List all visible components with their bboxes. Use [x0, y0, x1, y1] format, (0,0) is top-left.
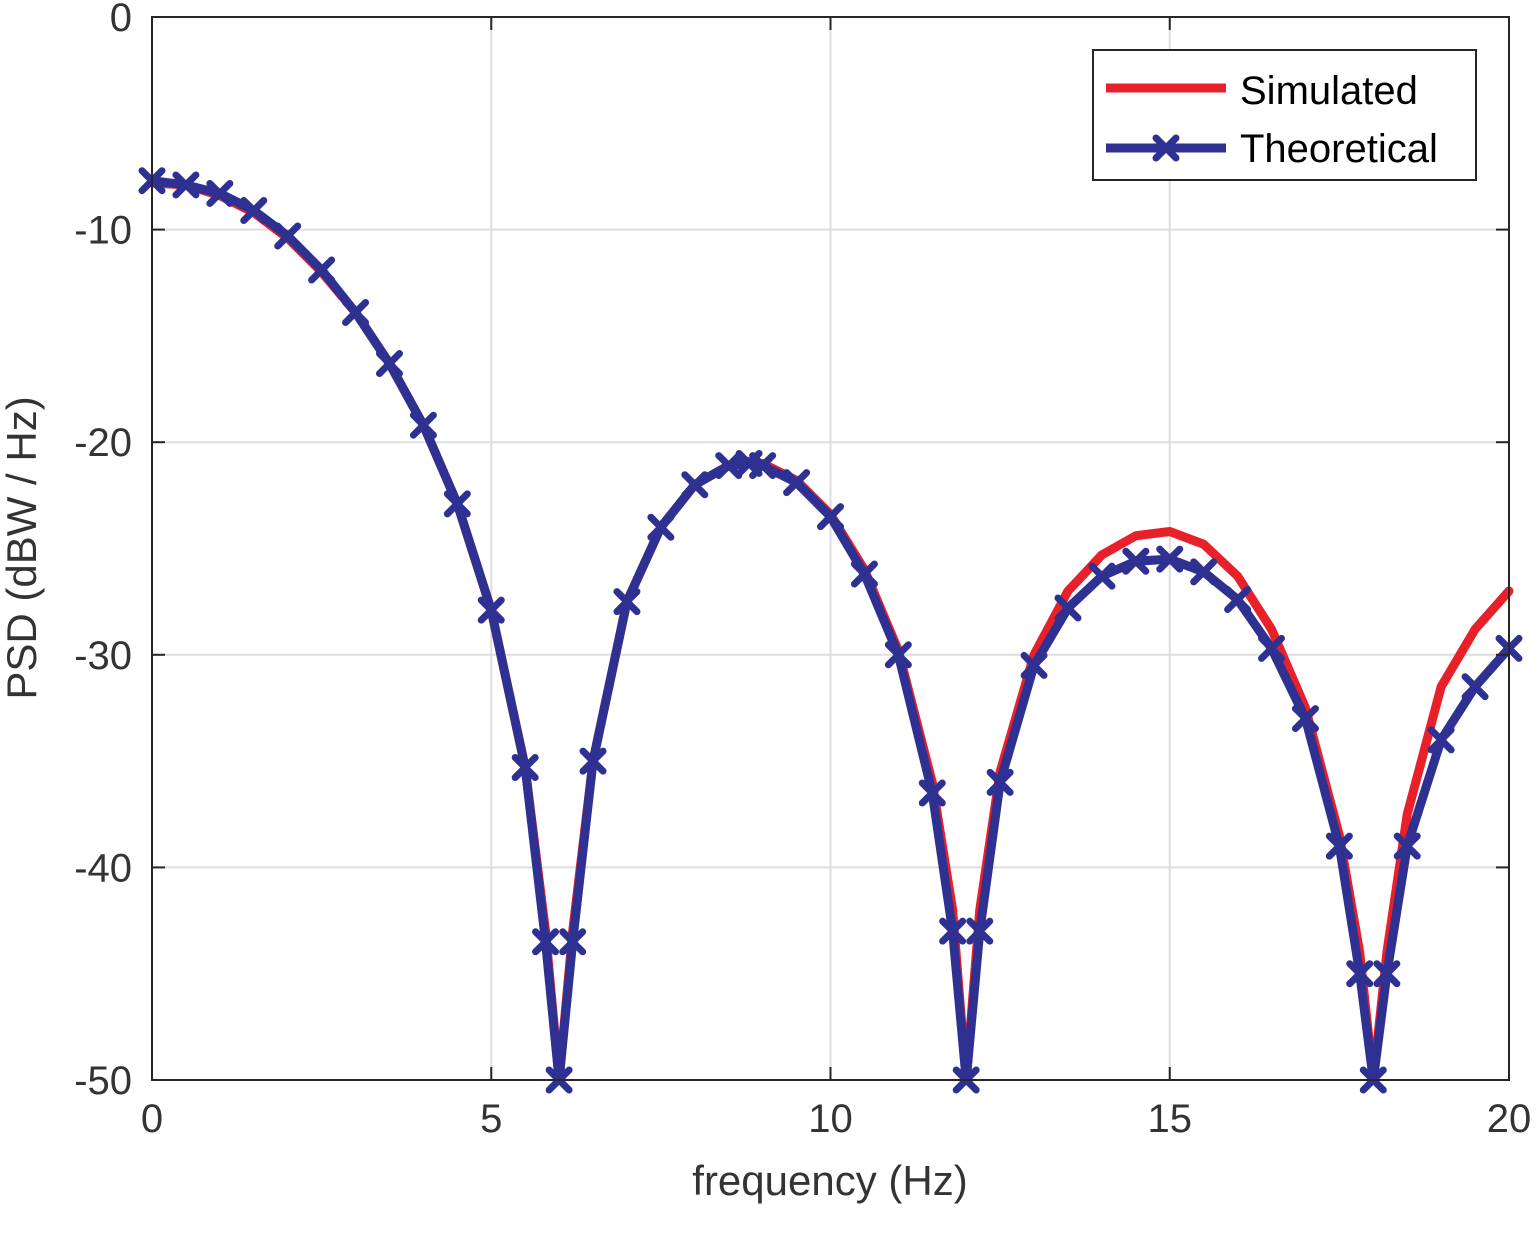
data-point-marker — [986, 768, 1014, 796]
data-point-marker — [579, 747, 607, 775]
legend-x-marker — [1152, 134, 1180, 162]
data-point-marker — [1427, 726, 1455, 754]
data-point-marker — [1156, 545, 1184, 573]
data-point-marker — [375, 350, 403, 378]
tick-labels: 0 5 10 15 20 0 -10 -20 -30 -40 -50 — [74, 0, 1531, 1141]
data-point-marker — [1291, 705, 1319, 733]
data-point-marker — [966, 917, 994, 945]
data-point-marker — [172, 171, 200, 199]
x-tick-label: 5 — [480, 1097, 502, 1141]
legend-theoretical-marker — [1152, 134, 1180, 162]
data-point-marker — [749, 452, 777, 480]
y-tick-label: -30 — [74, 634, 132, 678]
data-point-marker — [1122, 547, 1150, 575]
x-tick-label: 15 — [1148, 1097, 1193, 1141]
data-point-marker — [939, 917, 967, 945]
data-point-marker — [783, 469, 811, 497]
data-point-marker — [1224, 586, 1252, 614]
data-point-marker — [477, 596, 505, 624]
y-tick-label: -10 — [74, 209, 132, 253]
legend: Simulated Theoretical — [1092, 49, 1477, 181]
data-point-marker — [274, 222, 302, 250]
data-point-marker — [511, 753, 539, 781]
data-point-marker — [817, 503, 844, 531]
data-point-marker — [532, 928, 560, 956]
data-point-marker — [1461, 673, 1489, 701]
y-tick-label: -40 — [74, 846, 132, 890]
data-point-marker — [240, 196, 268, 224]
data-point-marker — [613, 588, 641, 616]
data-point-marker — [1258, 634, 1286, 662]
data-point-marker — [884, 641, 912, 669]
data-point-marker — [1393, 832, 1421, 860]
data-point-marker — [1054, 594, 1082, 622]
data-point-marker — [715, 452, 743, 480]
data-point-marker — [1088, 562, 1116, 590]
data-point-marker — [443, 490, 471, 518]
y-tick-label: -50 — [74, 1059, 132, 1103]
data-point-marker — [206, 179, 234, 207]
data-point-marker — [308, 256, 336, 284]
x-tick-label: 10 — [808, 1097, 853, 1141]
legend-simulated-label: Simulated — [1240, 69, 1418, 113]
axis-ticks — [151, 16, 1510, 1081]
legend-theoretical-label: Theoretical — [1240, 127, 1438, 171]
data-point-marker — [559, 928, 587, 956]
y-tick-label: -20 — [74, 421, 132, 465]
data-point-marker — [647, 513, 675, 541]
data-point-marker — [681, 471, 709, 499]
data-point-marker — [1346, 960, 1374, 988]
data-point-marker — [342, 299, 370, 327]
data-point-marker — [1190, 558, 1218, 586]
x-tick-label: 20 — [1487, 1097, 1532, 1141]
x-axis-label: frequency (Hz) — [692, 1157, 967, 1204]
y-tick-label: 0 — [110, 0, 132, 40]
y-axis-label: PSD (dBW / Hz) — [0, 396, 45, 699]
data-point-marker — [850, 560, 878, 588]
data-point-marker — [409, 411, 437, 439]
data-point-marker — [1020, 651, 1048, 679]
data-point-marker — [1373, 960, 1401, 988]
data-point-marker — [918, 779, 946, 807]
x-tick-label: 0 — [141, 1097, 163, 1141]
data-point-marker — [1325, 832, 1353, 860]
